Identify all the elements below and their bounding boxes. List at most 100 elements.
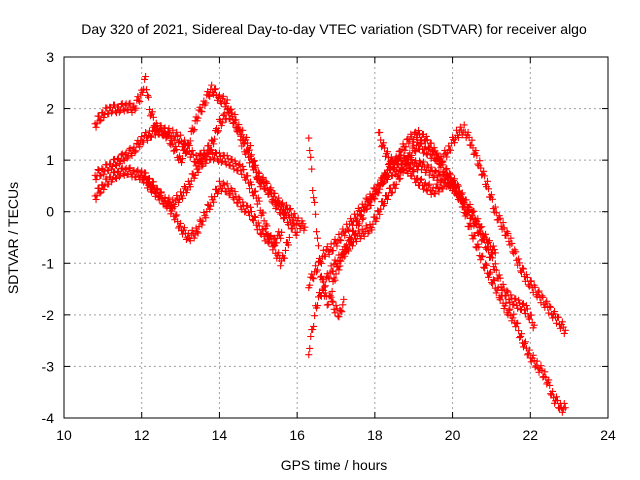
data-point [144, 91, 152, 99]
data-point [515, 327, 523, 335]
data-point [198, 162, 206, 170]
data-point [377, 205, 385, 213]
data-point [453, 181, 461, 189]
data-point [132, 147, 140, 155]
data-point [149, 178, 157, 186]
data-point [547, 303, 555, 311]
data-point [292, 221, 300, 229]
data-point [451, 175, 459, 183]
data-point [255, 222, 263, 230]
data-point [508, 239, 516, 247]
data-point [146, 182, 154, 190]
data-point [519, 265, 527, 273]
data-point [181, 140, 189, 148]
data-point [202, 159, 210, 167]
data-point [120, 171, 128, 179]
data-point [525, 346, 533, 354]
data-point [146, 112, 154, 120]
data-point [454, 182, 462, 190]
series-track-g [305, 121, 569, 359]
data-point [321, 252, 329, 260]
data-point [333, 305, 341, 313]
data-point [384, 172, 392, 180]
data-point [490, 246, 498, 254]
data-point [172, 142, 180, 150]
data-point [175, 198, 183, 206]
data-point [516, 334, 524, 342]
data-point [188, 226, 196, 234]
data-point [483, 261, 491, 269]
data-point [161, 124, 169, 132]
data-point [115, 173, 123, 181]
data-point [512, 323, 520, 331]
data-point [226, 115, 234, 123]
data-point [486, 268, 494, 276]
data-point [383, 148, 391, 156]
data-point [524, 350, 532, 358]
data-point [471, 232, 479, 240]
data-point [425, 171, 433, 179]
data-point [118, 150, 126, 158]
data-point [242, 150, 250, 158]
data-point [404, 159, 412, 167]
data-point [177, 131, 185, 139]
data-point [526, 278, 534, 285]
data-point [113, 168, 121, 176]
data-point [388, 156, 396, 164]
data-point [204, 201, 212, 209]
data-point [416, 130, 424, 138]
data-point [466, 200, 474, 208]
data-point [251, 187, 259, 195]
data-point [470, 150, 478, 158]
grid-lines [64, 57, 608, 418]
data-point [265, 190, 273, 198]
data-point [179, 194, 187, 202]
data-point [96, 189, 104, 197]
data-point [173, 128, 181, 136]
data-point [345, 247, 353, 255]
data-point [132, 173, 140, 181]
data-point [95, 184, 103, 192]
data-point [481, 172, 489, 180]
data-point [332, 301, 340, 309]
data-point [206, 92, 214, 100]
data-point [230, 165, 238, 173]
data-point [514, 319, 522, 327]
x-tick-label: 12 [134, 427, 150, 443]
data-point [512, 248, 520, 256]
data-point [219, 92, 227, 100]
data-point [313, 228, 321, 236]
data-point [491, 260, 499, 268]
data-point [378, 143, 386, 151]
data-point [199, 217, 207, 225]
data-point [496, 214, 504, 222]
data-point [194, 168, 202, 176]
data-point [500, 285, 508, 293]
data-point [138, 133, 146, 141]
data-point [457, 191, 465, 199]
data-point [413, 141, 421, 149]
data-point [136, 143, 144, 151]
data-point [109, 162, 117, 170]
data-point [240, 140, 248, 148]
data-point [215, 149, 223, 157]
x-tick-label: 18 [367, 427, 383, 443]
data-point [136, 98, 144, 106]
data-point [194, 229, 202, 237]
data-point [157, 188, 165, 196]
data-point [300, 226, 308, 234]
data-point [519, 300, 527, 308]
data-point [244, 146, 252, 154]
data-point [223, 96, 231, 104]
data-point [495, 271, 503, 279]
data-point [485, 270, 493, 278]
data-point [148, 108, 156, 116]
data-point [424, 143, 432, 151]
data-point [435, 188, 443, 196]
data-point [125, 165, 133, 173]
data-point [285, 206, 293, 214]
data-point [397, 151, 405, 159]
data-point [340, 295, 348, 303]
data-point [556, 324, 564, 332]
